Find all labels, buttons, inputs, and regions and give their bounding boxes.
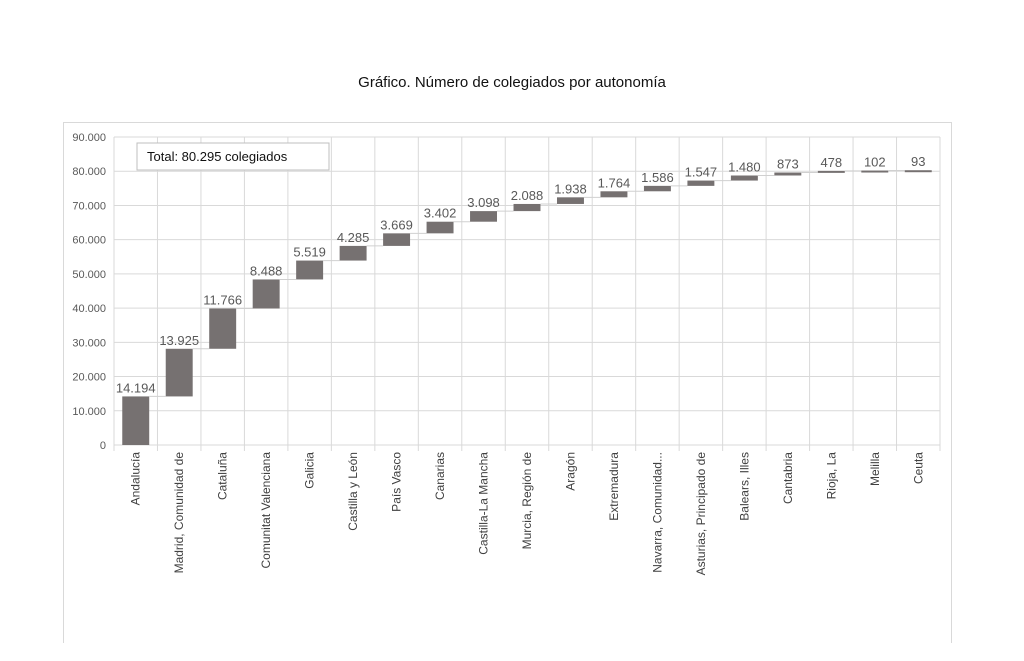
bar bbox=[904, 170, 932, 173]
y-tick-label: 70.000 bbox=[72, 200, 106, 212]
bar bbox=[730, 175, 758, 181]
y-tick-label: 10.000 bbox=[72, 406, 106, 418]
x-tick-label: Andalucía bbox=[129, 452, 143, 506]
bar bbox=[600, 191, 628, 198]
bar bbox=[556, 197, 584, 204]
x-tick-label: Aragón bbox=[563, 452, 577, 491]
bar bbox=[426, 221, 454, 234]
data-label: 1.480 bbox=[728, 160, 761, 175]
y-tick-label: 50.000 bbox=[72, 269, 106, 281]
bar bbox=[643, 185, 671, 192]
bar bbox=[252, 279, 280, 309]
data-label: 1.764 bbox=[598, 175, 631, 190]
data-label: 8.488 bbox=[250, 263, 283, 278]
data-label: 478 bbox=[820, 155, 842, 170]
y-tick-label: 90.000 bbox=[72, 132, 106, 144]
x-tick-label: Rioja, La bbox=[824, 452, 838, 500]
y-tick-label: 80.000 bbox=[72, 166, 106, 178]
x-tick-label: Cantabria bbox=[781, 452, 795, 504]
x-tick-label: Balears, Illes bbox=[737, 452, 751, 521]
bar bbox=[861, 170, 889, 173]
x-tick-label: Castilla-La Mancha bbox=[477, 452, 491, 555]
x-tick-label: Melilla bbox=[868, 452, 882, 486]
bar bbox=[817, 170, 845, 173]
data-label: 13.925 bbox=[159, 333, 199, 348]
data-label: 11.766 bbox=[203, 293, 242, 308]
bar bbox=[513, 203, 541, 212]
bar bbox=[470, 211, 498, 222]
bar bbox=[122, 396, 150, 445]
bar bbox=[383, 233, 411, 246]
data-label: 14.194 bbox=[116, 380, 156, 395]
bar bbox=[687, 180, 715, 186]
x-tick-label: Murcia, Región de bbox=[520, 452, 534, 550]
data-label: 1.547 bbox=[685, 165, 718, 180]
bar bbox=[296, 260, 324, 280]
annotation-box bbox=[136, 142, 330, 171]
y-tick-label: 20.000 bbox=[72, 372, 106, 384]
y-tick-label: 0 bbox=[100, 440, 106, 452]
data-label: 1.938 bbox=[554, 181, 587, 196]
chart-frame bbox=[63, 122, 952, 643]
x-tick-label: Extremadura bbox=[607, 452, 621, 521]
x-tick-label: Comunitat Valenciana bbox=[259, 452, 273, 569]
x-tick-label: Ceuta bbox=[911, 452, 925, 484]
bar bbox=[209, 308, 237, 349]
data-label: 1.586 bbox=[641, 170, 674, 185]
y-tick-label: 40.000 bbox=[72, 303, 106, 315]
x-tick-label: Castilla y León bbox=[346, 452, 360, 531]
data-label: 873 bbox=[777, 157, 799, 172]
data-label: 3.098 bbox=[467, 195, 500, 210]
data-label: 3.402 bbox=[424, 206, 457, 221]
total-annotation: Total: 80.295 colegiados bbox=[147, 149, 288, 164]
y-tick-label: 60.000 bbox=[72, 235, 106, 247]
data-label: 5.519 bbox=[293, 245, 326, 260]
x-tick-label: Canarias bbox=[433, 452, 447, 500]
bar bbox=[774, 172, 802, 176]
chart-title: Gráfico. Número de colegiados por autono… bbox=[358, 74, 666, 91]
y-tick-label: 30.000 bbox=[72, 337, 106, 349]
x-tick-label: Cataluña bbox=[216, 452, 230, 500]
data-label: 2.088 bbox=[511, 188, 544, 203]
x-tick-label: País Vasco bbox=[390, 452, 404, 512]
bar bbox=[165, 348, 193, 397]
x-tick-label: Madrid, Comunidad de bbox=[172, 452, 186, 574]
data-label: 102 bbox=[864, 155, 886, 170]
data-label: 93 bbox=[911, 154, 925, 169]
x-tick-label: Galicia bbox=[303, 452, 317, 489]
x-tick-label: Asturias, Principado de bbox=[694, 452, 708, 576]
data-label: 3.669 bbox=[380, 217, 413, 232]
bar bbox=[339, 245, 367, 261]
x-tick-label: Navarra, Comunidad... bbox=[650, 452, 664, 573]
data-label: 4.285 bbox=[337, 230, 370, 245]
